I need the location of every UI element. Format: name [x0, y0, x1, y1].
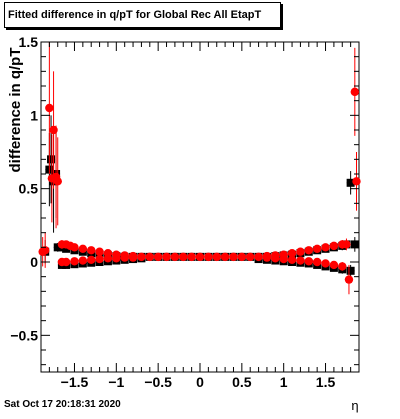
data-point-circle [304, 246, 313, 255]
data-point-circle [329, 260, 339, 270]
data-point-circle [296, 256, 305, 265]
data-point-circle [195, 252, 205, 262]
y-tick-label: 1 [30, 107, 38, 123]
data-point-square [350, 240, 359, 249]
data-point-circle [170, 252, 180, 262]
x-tick-label: −1.5 [61, 374, 89, 390]
data-point-circle [87, 255, 96, 264]
data-point-circle [350, 87, 360, 97]
data-point-circle [271, 254, 280, 263]
data-point-circle [162, 252, 171, 262]
data-point-circle [338, 262, 347, 271]
data-point-circle [296, 247, 305, 256]
data-point-circle [321, 243, 330, 252]
data-point-square [346, 266, 355, 275]
data-point-circle [237, 252, 247, 262]
y-tick-label: 0.5 [19, 181, 39, 197]
data-point-circle [246, 252, 255, 262]
data-point-square [47, 155, 56, 164]
data-point-circle [61, 257, 71, 267]
data-point-circle [229, 252, 238, 262]
data-point-circle [212, 252, 221, 262]
data-point-circle [103, 254, 113, 263]
y-tick-label: 0 [30, 254, 38, 270]
data-point-circle [128, 253, 138, 262]
y-tick-label: −0.5 [10, 327, 38, 343]
data-point-circle [137, 252, 146, 262]
data-point-circle [321, 259, 330, 268]
data-point-circle [187, 252, 196, 262]
data-point-circle [287, 255, 297, 264]
y-axis-label: difference in q/pT [7, 47, 24, 172]
data-point-circle [344, 275, 354, 284]
data-point-circle [220, 252, 230, 262]
data-point-circle [262, 253, 272, 262]
data-point-circle [312, 257, 322, 267]
data-point-circle [287, 249, 297, 258]
x-axis-label: η [351, 398, 358, 413]
data-point-circle [53, 177, 62, 186]
x-tick-label: 1 [280, 374, 288, 390]
data-point-circle [78, 256, 88, 265]
x-tick-label: 1.5 [316, 374, 336, 390]
data-point-square [346, 178, 355, 187]
data-point-circle [304, 257, 313, 266]
data-point-circle [254, 252, 263, 262]
data-point-circle [45, 103, 54, 113]
data-point-circle [95, 247, 104, 256]
chart-title: Fitted difference in q/pT for Global Rec… [4, 2, 281, 28]
x-tick-label: 0.5 [232, 374, 252, 390]
data-point-circle [95, 254, 104, 264]
data-point-circle [87, 246, 96, 255]
x-tick-label: 0 [196, 374, 204, 390]
data-point-circle [204, 252, 213, 262]
data-point-circle [329, 241, 339, 251]
data-point-circle [312, 244, 322, 253]
timestamp: Sat Oct 17 20:18:31 2020 [4, 399, 121, 410]
x-tick-label: −1 [108, 374, 124, 390]
data-point-circle [153, 252, 163, 262]
data-point-circle [120, 253, 129, 262]
data-point-circle [70, 243, 79, 252]
data-point-circle [70, 257, 79, 266]
data-point-circle [112, 254, 121, 263]
data-point-circle [352, 177, 361, 186]
data-point-circle [78, 244, 88, 253]
x-tick-label: −0.5 [144, 374, 172, 390]
y-tick-label: 1.5 [19, 34, 39, 50]
data-point-circle [179, 252, 188, 262]
data-point-square [53, 243, 62, 252]
data-point-circle [279, 254, 288, 264]
plot-frame [40, 41, 360, 373]
data-point-circle [342, 240, 351, 249]
data-point-circle [40, 246, 50, 255]
data-point-square [62, 244, 71, 253]
data-point-circle [145, 252, 154, 262]
